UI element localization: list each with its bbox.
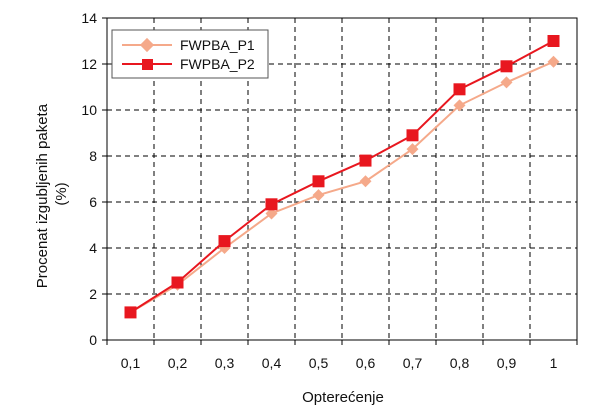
data-point	[218, 235, 231, 248]
y-tick-label: 0	[89, 332, 97, 348]
series-FWPBA_P1	[124, 55, 560, 319]
legend: FWPBA_P1 FWPBA_P2	[111, 29, 269, 79]
legend-marker-p2	[142, 59, 153, 70]
data-point	[124, 306, 137, 319]
data-point	[359, 154, 372, 167]
y-tick-label: 2	[89, 286, 97, 302]
y-axis-title: Procenat izgubljenih paketa (%)	[34, 100, 70, 288]
x-axis-title: Opterećenje	[302, 389, 384, 406]
legend-label-p2: FWPBA_P2	[180, 56, 255, 72]
data-point	[359, 175, 372, 188]
x-tick-label: 0,4	[262, 355, 282, 371]
series-layer	[124, 35, 560, 319]
y-tick-label: 8	[89, 148, 97, 164]
x-tick-label: 0,7	[403, 355, 423, 371]
data-point	[171, 276, 184, 289]
x-tick-label: 0,8	[450, 355, 470, 371]
x-tick-label: 0,1	[121, 355, 141, 371]
legend-box	[111, 29, 269, 79]
x-tick-label: 0,3	[215, 355, 235, 371]
data-point	[312, 175, 325, 188]
series-FWPBA_P2	[124, 35, 560, 319]
data-point	[453, 83, 466, 96]
y-tick-label: 12	[81, 56, 97, 72]
x-tick-label: 0,9	[497, 355, 517, 371]
y-tick-label: 6	[89, 194, 97, 210]
x-tick-label: 0,2	[168, 355, 188, 371]
data-point	[312, 189, 325, 202]
x-tick-label: 0,5	[309, 355, 329, 371]
data-point	[453, 99, 466, 112]
y-tick-label: 14	[81, 10, 97, 26]
data-point	[265, 198, 278, 211]
x-tick-label: 1	[550, 355, 558, 371]
legend-label-p1: FWPBA_P1	[180, 37, 255, 53]
data-point	[547, 35, 560, 47]
data-point	[406, 143, 419, 156]
series-line	[129, 60, 554, 314]
y-axis-title-line-1: Procenat izgubljenih paketa	[34, 103, 51, 288]
y-tick-label: 4	[89, 240, 97, 256]
data-point	[265, 207, 278, 220]
y-tick-label: 10	[81, 102, 97, 118]
x-axis: 0,1 0,2 0,3 0,4 0,5 0,6 0,7 0,8 0,9 1	[106, 340, 578, 371]
data-point	[547, 55, 560, 68]
grid	[107, 18, 577, 340]
data-point	[500, 76, 513, 89]
data-point	[406, 129, 419, 142]
y-axis: 0 2 4 6 8 10 12 14	[81, 10, 107, 348]
series-line	[129, 40, 554, 314]
y-axis-title-line-2: (%)	[53, 182, 70, 205]
x-tick-label: 0,6	[356, 355, 376, 371]
data-point	[500, 60, 513, 73]
